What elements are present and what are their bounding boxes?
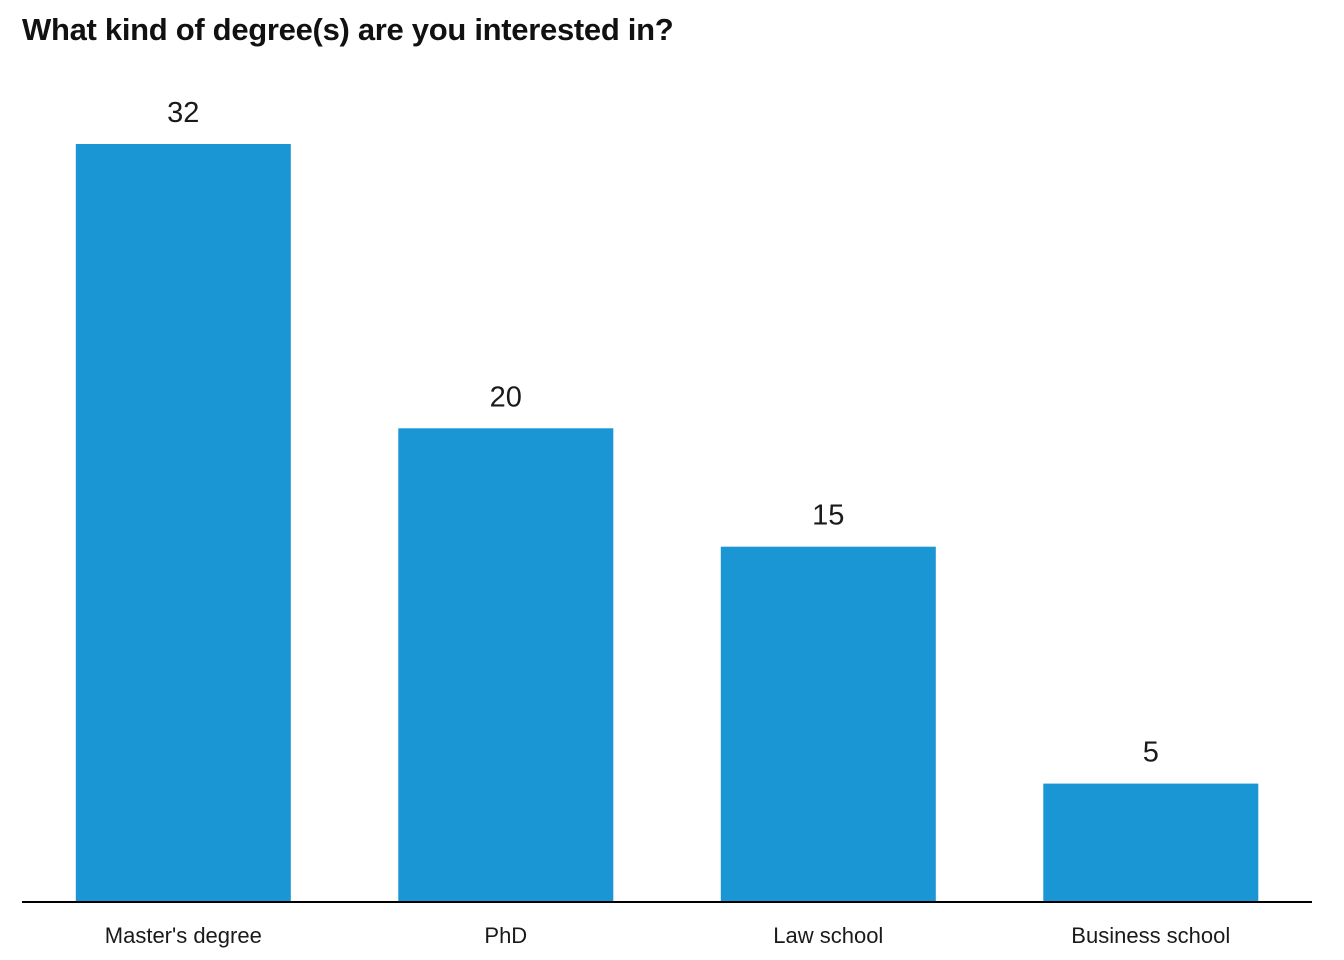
data-labels-group: 32 20 15 5: [167, 97, 1159, 769]
data-label-0: 32: [167, 97, 199, 129]
x-tick-labels-group: Master's degree PhD Law school Business sch…: [105, 923, 1231, 948]
bar-0: [75, 144, 291, 902]
data-label-1: 20: [490, 381, 522, 413]
x-tick-label-0: Master's degree: [105, 923, 262, 948]
x-tick-label-1: PhD: [484, 923, 527, 948]
bars-group: [75, 144, 1259, 903]
bar-2: [720, 546, 936, 902]
bar-3: [1043, 783, 1259, 902]
x-tick-label-3: Business school: [1071, 923, 1230, 948]
bar-1: [398, 428, 614, 903]
chart-title: What kind of degree(s) are you intereste…: [22, 12, 674, 47]
data-label-2: 15: [812, 500, 844, 532]
x-tick-label-2: Law school: [773, 923, 883, 948]
data-label-3: 5: [1143, 737, 1159, 769]
